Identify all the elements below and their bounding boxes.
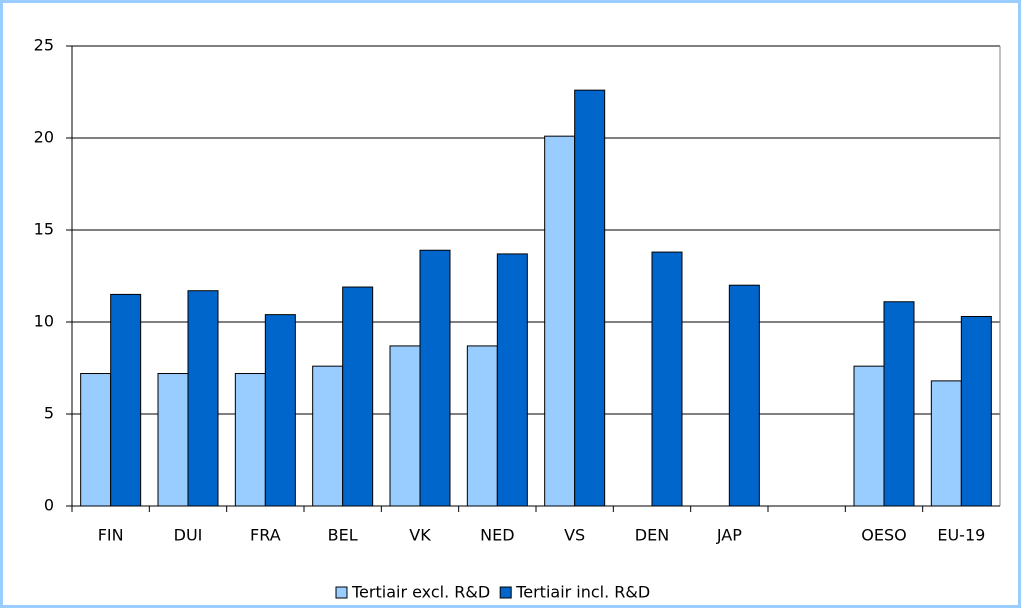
y-tick-label: 15 bbox=[34, 220, 54, 239]
bar bbox=[544, 135, 576, 507]
x-tick-label: VK bbox=[409, 526, 431, 545]
legend-swatch bbox=[335, 586, 348, 599]
legend-label: Tertiair incl. R&D bbox=[515, 583, 650, 602]
x-tick-label: FRA bbox=[250, 526, 281, 545]
bar bbox=[389, 345, 421, 507]
x-tick-label: NED bbox=[480, 526, 514, 545]
x-tick-label: DEN bbox=[635, 526, 669, 545]
bar bbox=[466, 345, 498, 507]
bar bbox=[157, 373, 189, 507]
y-tick-label: 0 bbox=[44, 496, 54, 515]
x-tick-label: DUI bbox=[174, 526, 203, 545]
y-tick-label: 25 bbox=[34, 36, 54, 55]
bar bbox=[883, 301, 915, 507]
bar bbox=[312, 365, 344, 507]
bar bbox=[496, 253, 528, 507]
y-tick-label: 5 bbox=[44, 404, 54, 423]
bar bbox=[651, 251, 683, 507]
bar bbox=[342, 286, 374, 507]
legend-swatch bbox=[499, 586, 512, 599]
y-tick-label: 10 bbox=[34, 312, 54, 331]
bar bbox=[187, 290, 219, 507]
bar bbox=[234, 373, 266, 507]
bar bbox=[264, 314, 296, 507]
x-tick-label: FIN bbox=[98, 526, 124, 545]
y-tick-label: 20 bbox=[34, 128, 54, 147]
bar bbox=[853, 365, 885, 507]
legend-label: Tertiair excl. R&D bbox=[351, 583, 490, 602]
bar bbox=[419, 249, 451, 507]
bar bbox=[80, 373, 112, 507]
x-tick-label: VS bbox=[564, 526, 585, 545]
bar bbox=[110, 293, 142, 507]
bar bbox=[728, 284, 760, 507]
bar bbox=[930, 380, 962, 507]
x-tick-label: EU-19 bbox=[937, 526, 985, 545]
bar bbox=[574, 89, 606, 507]
x-tick-label: BEL bbox=[328, 526, 358, 545]
bar bbox=[960, 315, 992, 507]
x-tick-label: JAP bbox=[716, 526, 742, 545]
x-tick-label: OESO bbox=[861, 526, 906, 545]
